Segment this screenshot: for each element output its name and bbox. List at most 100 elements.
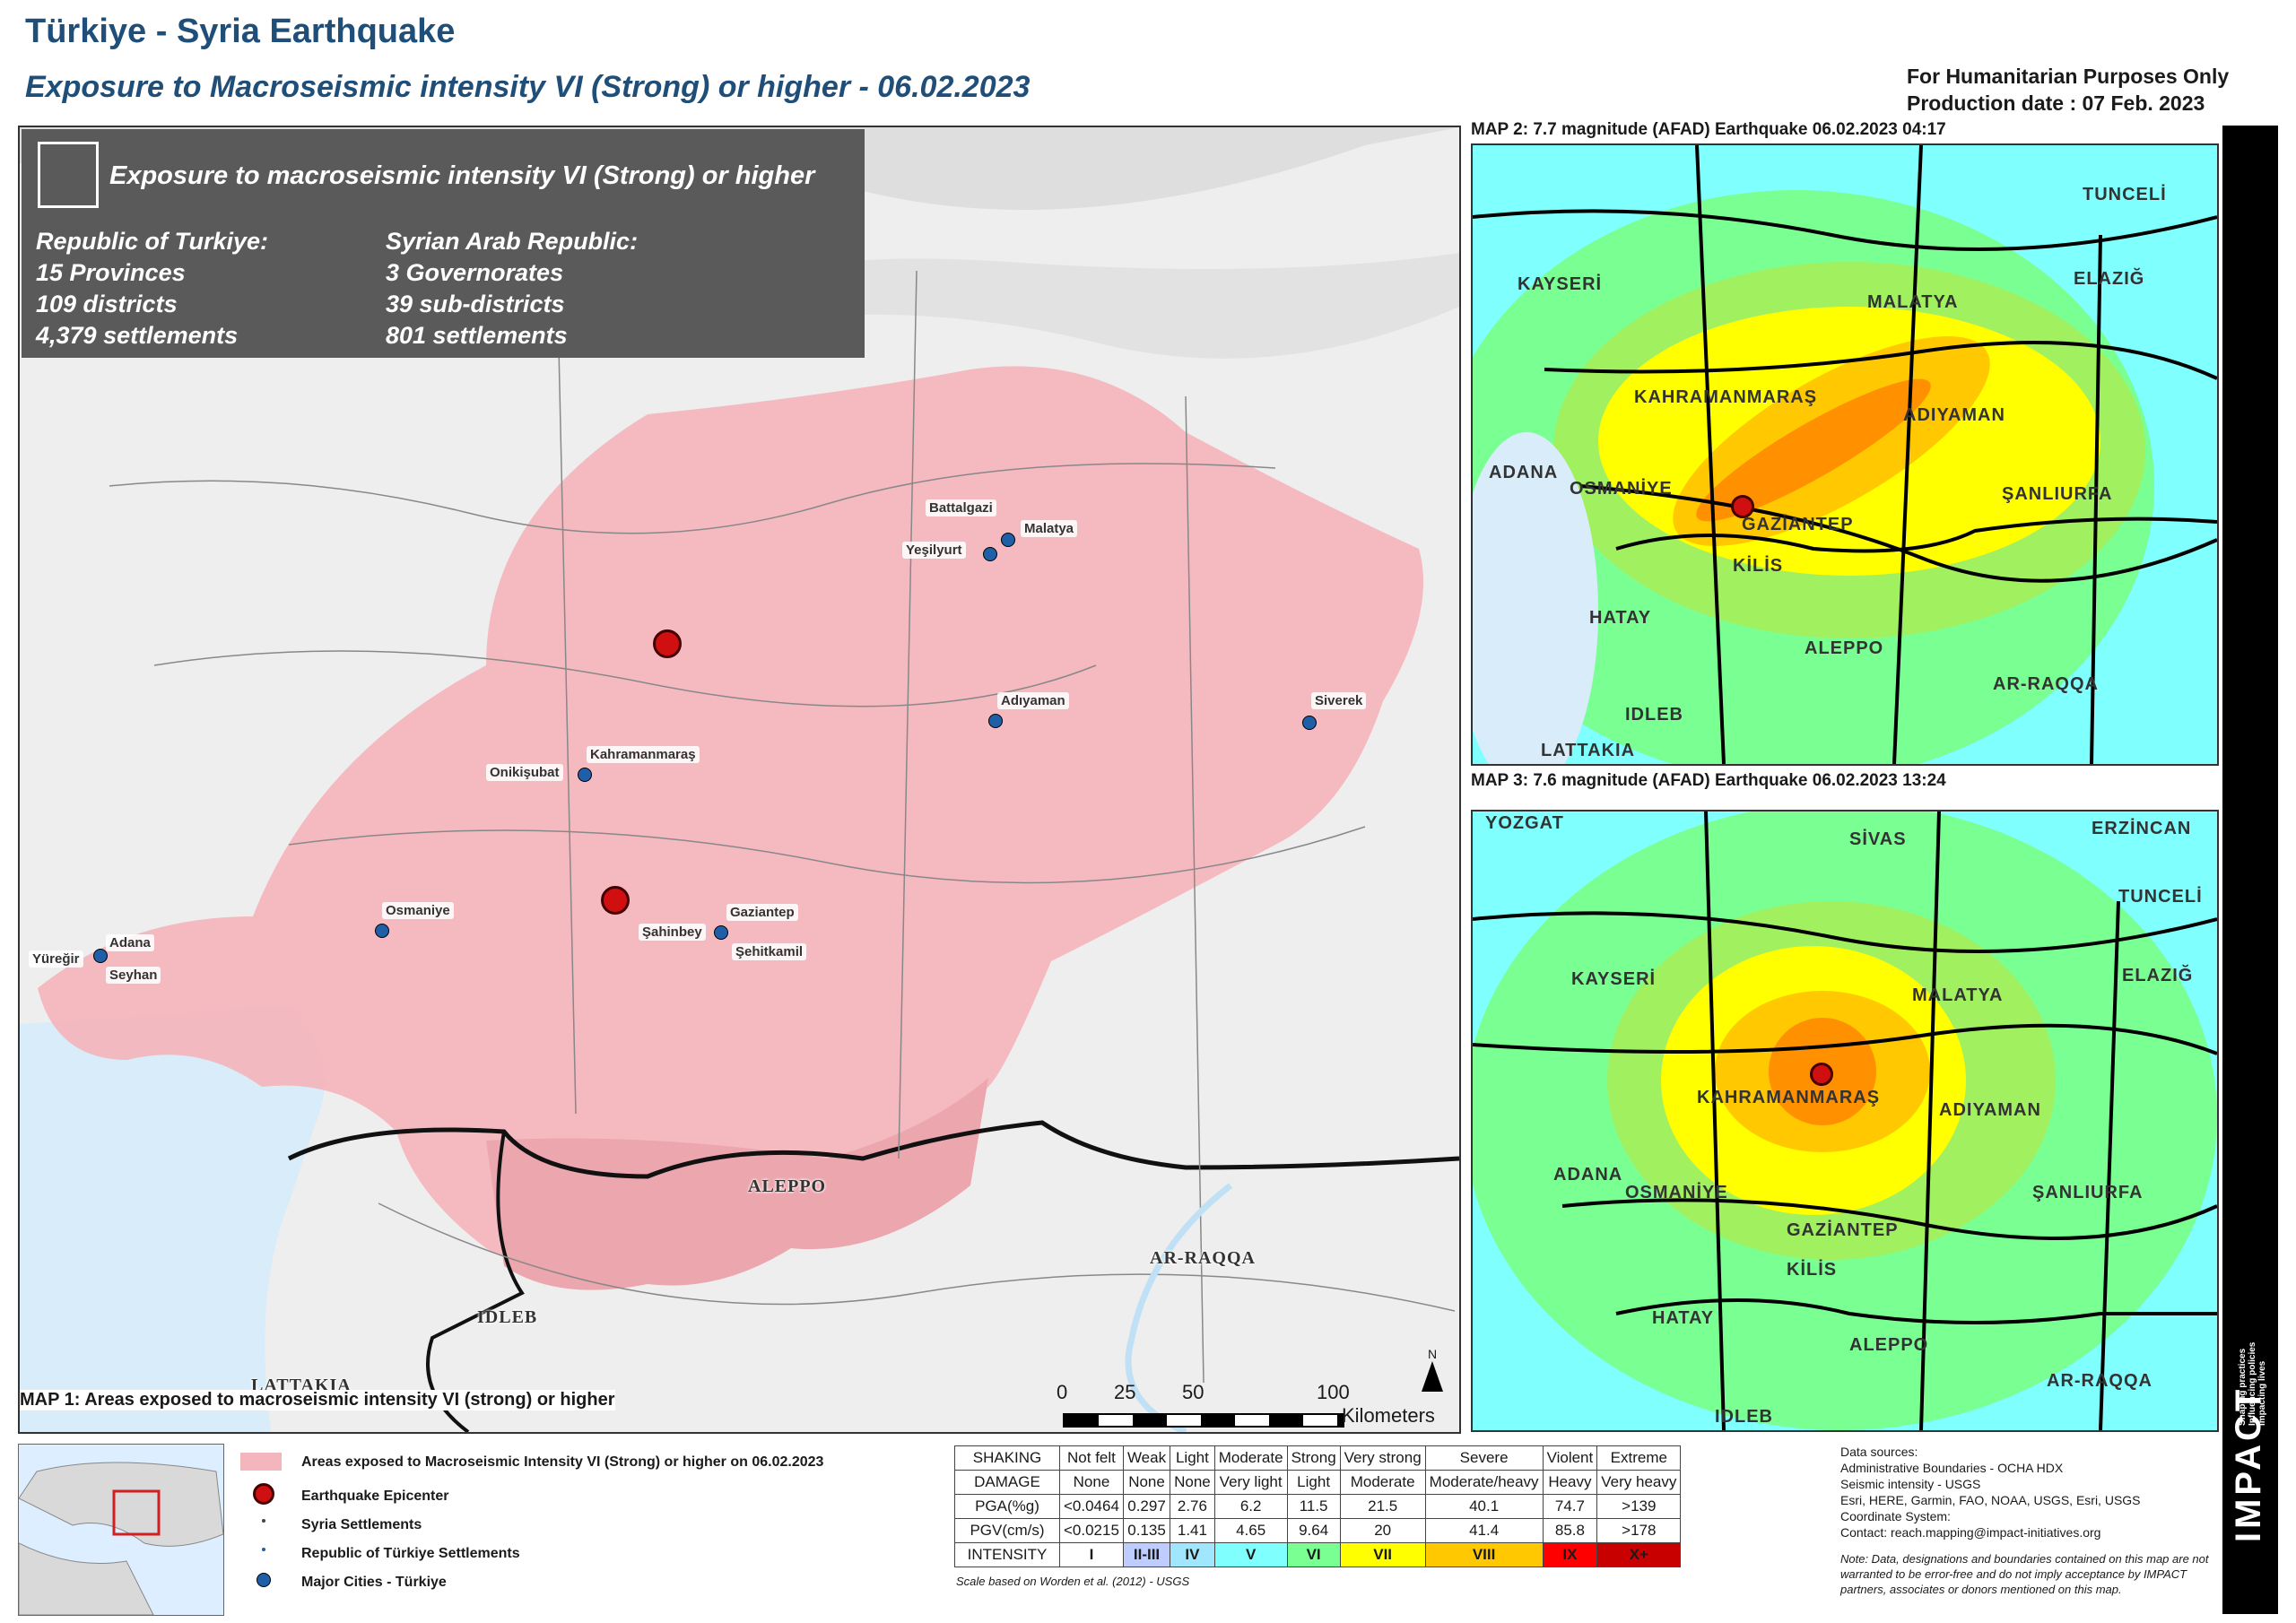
map2-intensity-map[interactable]: TUNCELİ KAYSERİ ELAZIĞ MALATYA KAHRAMANM… <box>1471 143 2219 766</box>
map3-caption: MAP 3: 7.6 magnitude (AFAD) Earthquake 0… <box>1471 771 1946 790</box>
intensity-row: PGV(cm/s) <0.0215 0.135 1.41 4.65 9.64 20 41.4 8… <box>954 1518 1682 1543</box>
region-label-malatya: MALATYA <box>1867 292 1959 312</box>
region-label-tunceli: TUNCELİ <box>2083 185 2167 204</box>
intensity-scale-table: SHAKING Not felt Weak Light Moderate Strong Ve… <box>954 1445 1682 1567</box>
region-label-hatay: HATAY <box>1589 608 1652 628</box>
legend-swatch-exposed <box>240 1453 282 1471</box>
syria-title: Syrian Arab Republic: <box>386 228 639 255</box>
syria-subdistricts: 39 sub-districts <box>386 291 565 317</box>
source-line: Administrative Boundaries - OCHA HDX <box>1840 1461 2064 1475</box>
region-label-adana: ADANA <box>1489 463 1559 482</box>
map-legend: Areas exposed to Macroseismic Intensity … <box>18 1444 951 1616</box>
map2-canvas <box>1473 145 2217 764</box>
intensity-row: PGA(%g) <0.0464 0.297 2.76 6.2 11.5 21.5 40.1 74… <box>954 1494 1682 1519</box>
region-label-sanliurfa: ŞANLIURFA <box>2002 484 2113 504</box>
intensity-cell: 1.41 <box>1170 1518 1215 1543</box>
intensity-cell: Very light <box>1213 1470 1288 1495</box>
region-label-osmaniye: OSMANİYE <box>1625 1183 1728 1202</box>
intensity-cell: None <box>1170 1470 1215 1495</box>
major-city-marker[interactable] <box>988 714 1003 728</box>
intensity-cell: <0.0215 <box>1059 1518 1124 1543</box>
city-label-yesilyurt: Yeşilyurt <box>902 542 966 559</box>
intensity-cell: Heavy <box>1542 1470 1598 1495</box>
region-label-idleb: IDLEB <box>1625 705 1683 725</box>
scale-unit: Kilometers <box>1342 1404 1435 1427</box>
map2-epicenter-marker[interactable] <box>1731 495 1754 518</box>
epicenter-icon <box>253 1483 274 1505</box>
legend-exposed-label: Areas exposed to Macroseismic Intensity … <box>301 1454 824 1470</box>
region-label-osmaniye: OSMANİYE <box>1570 479 1673 499</box>
intensity-cell: Light <box>1170 1445 1215 1471</box>
region-label-idleb: IDLEB <box>477 1307 538 1327</box>
intensity-cell: Not felt <box>1059 1445 1124 1471</box>
row-header: PGA(%g) <box>954 1494 1060 1519</box>
humanitarian-notice: For Humanitarian Purposes Only Productio… <box>1907 63 2229 117</box>
region-label-kilis: KİLİS <box>1733 556 1784 576</box>
source-line: Seismic intensity - USGS <box>1840 1477 1981 1491</box>
city-label-onikisubat: Onikişubat <box>486 764 563 781</box>
intensity-cell: 0.135 <box>1122 1518 1171 1543</box>
city-label-malatya: Malatya <box>1021 520 1078 537</box>
epicenter-marker-2[interactable] <box>601 886 630 915</box>
region-label-elazig: ELAZIĞ <box>2074 269 2145 289</box>
intensity-cell: Moderate <box>1213 1445 1288 1471</box>
map3-epicenter-marker[interactable] <box>1810 1063 1833 1086</box>
row-header: DAMAGE <box>954 1470 1060 1495</box>
intensity-cell: Moderate <box>1339 1470 1426 1495</box>
region-label-yozgat: YOZGAT <box>1485 813 1564 833</box>
impact-brand-bar: Shaping practices Influencing policies I… <box>2222 126 2278 1614</box>
region-label-sivas: SİVAS <box>1849 829 1907 849</box>
region-label-adana: ADANA <box>1553 1165 1623 1185</box>
syria-exposure-area <box>486 1078 988 1290</box>
intensity-cell: Weak <box>1122 1445 1171 1471</box>
intensity-cell: 9.64 <box>1286 1518 1341 1543</box>
intensity-cell: 2.76 <box>1170 1494 1215 1519</box>
intensity-cell: II-III <box>1122 1542 1171 1567</box>
major-city-marker[interactable] <box>983 547 997 561</box>
city-label-adana: Adana <box>106 934 154 951</box>
intensity-row: INTENSITY I II-III IV V VI VII VIII IX X+ <box>954 1542 1682 1567</box>
intensity-cell: 85.8 <box>1542 1518 1598 1543</box>
intensity-cell: Very strong <box>1339 1445 1426 1471</box>
region-label-aleppo: ALEPPO <box>1805 638 1884 658</box>
data-sources: Data sources: Administrative Boundaries … <box>1840 1444 2217 1541</box>
intensity-cell: <0.0464 <box>1059 1494 1124 1519</box>
production-date: Production date : 07 Feb. 2023 <box>1907 91 2205 115</box>
region-label-sanliurfa: ŞANLIURFA <box>2032 1183 2144 1202</box>
region-label-tunceli: TUNCELİ <box>2118 887 2203 907</box>
region-label-elazig: ELAZIĞ <box>2122 966 2194 985</box>
city-label-osmaniye: Osmaniye <box>382 902 454 919</box>
contact-link[interactable]: Contact: reach.mapping@impact-initiative… <box>1840 1525 2101 1540</box>
major-city-marker[interactable] <box>578 768 592 782</box>
region-label-adiyaman: ADIYAMAN <box>1939 1100 2041 1120</box>
major-city-marker[interactable] <box>93 949 108 963</box>
major-city-marker[interactable] <box>1302 716 1317 730</box>
scale-tick: 0 <box>1057 1381 1068 1403</box>
summary-header: Exposure to macroseismic intensity VI (S… <box>109 161 815 190</box>
intensity-cell: 11.5 <box>1286 1494 1341 1519</box>
turkiye-summary: Republic of Turkiye: 15 Provinces 109 di… <box>36 226 268 352</box>
intensity-cell: Severe <box>1424 1445 1544 1471</box>
scale-tick: 25 <box>1114 1381 1136 1403</box>
legend-major-cities-label: Major Cities - Türkiye <box>301 1575 447 1590</box>
intensity-cell: Strong <box>1286 1445 1341 1471</box>
city-label-siverek: Siverek <box>1311 692 1367 709</box>
major-city-marker[interactable] <box>1001 533 1015 547</box>
overview-inset-map <box>18 1444 224 1616</box>
exposure-summary-box: Exposure to macroseismic intensity VI (S… <box>22 129 865 358</box>
row-header: SHAKING <box>954 1445 1060 1471</box>
epicenter-marker-1[interactable] <box>653 629 682 658</box>
region-label-gaziantep: GAZİANTEP <box>1742 515 1854 534</box>
region-label-erzincan: ERZİNCAN <box>2092 819 2192 838</box>
sources-title: Data sources: <box>1840 1445 1918 1459</box>
scale-bar-graphic <box>1063 1413 1344 1428</box>
notice-line: For Humanitarian Purposes Only <box>1907 65 2230 88</box>
intensity-cell: I <box>1059 1542 1124 1567</box>
major-city-marker[interactable] <box>375 924 389 938</box>
intensity-cell: 0.297 <box>1122 1494 1171 1519</box>
major-city-marker[interactable] <box>714 925 728 940</box>
map3-intensity-map[interactable]: YOZGAT SİVAS ERZİNCAN TUNCELİ KAYSERİ EL… <box>1471 810 2219 1432</box>
impact-logo: IMPACT <box>2229 1385 2268 1542</box>
region-label-kilis: KİLİS <box>1787 1260 1838 1280</box>
scale-note: Scale based on Worden et al. (2012) - US… <box>956 1575 1190 1588</box>
